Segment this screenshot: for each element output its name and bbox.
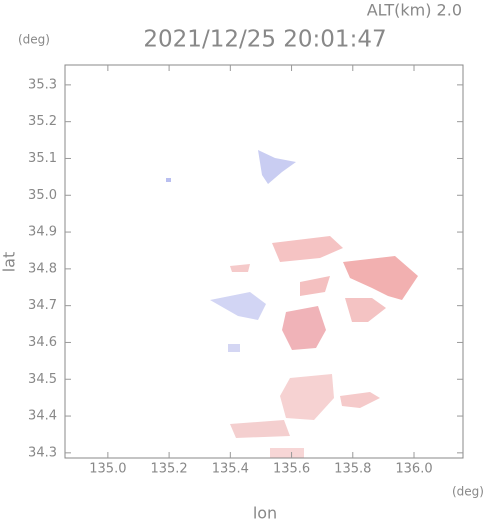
plot-frame bbox=[64, 64, 464, 459]
y-tick-label: 35.1 bbox=[28, 151, 57, 166]
x-tick-label: 135.2 bbox=[150, 462, 187, 477]
x-tick-label: 135.4 bbox=[212, 462, 249, 477]
x-tick-label: 135.6 bbox=[273, 462, 310, 477]
y-tick-label: 34.3 bbox=[28, 445, 57, 460]
y-tick-label: 34.8 bbox=[28, 261, 57, 276]
x-tick-label: 136.0 bbox=[395, 462, 432, 477]
y-axis-label: lat bbox=[0, 252, 19, 273]
y-tick-label: 34.7 bbox=[28, 298, 57, 313]
subtitle: ALT(km) 2.0 bbox=[367, 1, 462, 20]
y-tick-label: 34.5 bbox=[28, 372, 57, 387]
x-axis-label: lon bbox=[253, 504, 277, 521]
y-tick-label: 34.4 bbox=[28, 409, 57, 424]
x-unit: (deg) bbox=[452, 485, 484, 499]
y-tick-label: 35.3 bbox=[28, 77, 57, 92]
echo-area bbox=[166, 150, 418, 458]
chart-title: 2021/12/25 20:01:47 bbox=[143, 27, 386, 53]
y-tick-label: 35.2 bbox=[28, 114, 57, 129]
x-tick-label: 135.0 bbox=[89, 462, 126, 477]
y-tick-label: 34.9 bbox=[28, 225, 57, 240]
x-tick-label: 135.8 bbox=[334, 462, 371, 477]
y-unit: (deg) bbox=[18, 33, 50, 47]
y-tick-label: 35.0 bbox=[28, 188, 57, 203]
y-tick-label: 34.6 bbox=[28, 335, 57, 350]
